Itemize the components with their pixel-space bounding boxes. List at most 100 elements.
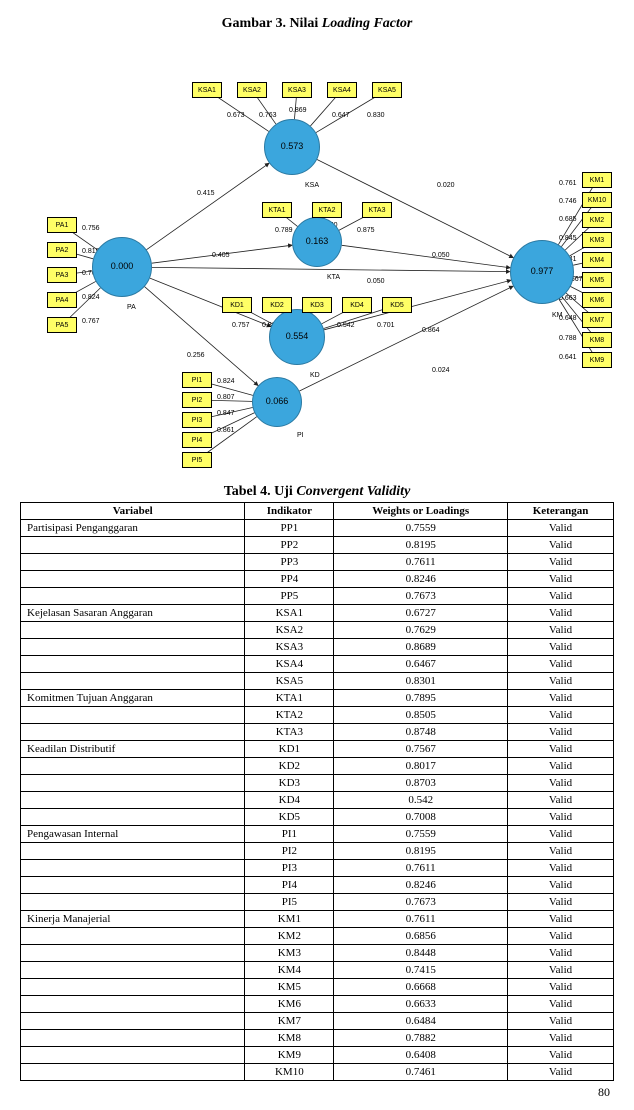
cell-keterangan: Valid bbox=[508, 707, 614, 724]
cell-variabel bbox=[21, 724, 245, 741]
cell-indikator: KM10 bbox=[245, 1064, 334, 1081]
cell-variabel bbox=[21, 639, 245, 656]
cell-loading: 0.7673 bbox=[334, 894, 508, 911]
cell-keterangan: Valid bbox=[508, 741, 614, 758]
cell-keterangan: Valid bbox=[508, 962, 614, 979]
indicator-km1: KM1 bbox=[582, 172, 612, 188]
table-row: KD30.8703Valid bbox=[21, 775, 614, 792]
indicator-kd1: KD1 bbox=[222, 297, 252, 313]
indicator-pa1: PA1 bbox=[47, 217, 77, 233]
cell-keterangan: Valid bbox=[508, 639, 614, 656]
cell-loading: 0.8301 bbox=[334, 673, 508, 690]
latent-kta: 0.163 bbox=[292, 217, 342, 267]
indicator-kta1: KTA1 bbox=[262, 202, 292, 218]
cell-variabel: Keadilan Distributif bbox=[21, 741, 245, 758]
table-row: PI30.7611Valid bbox=[21, 860, 614, 877]
indicator-km9: KM9 bbox=[582, 352, 612, 368]
table-row: Pengawasan InternalPI10.7559Valid bbox=[21, 826, 614, 843]
loading-label: 0.701 bbox=[377, 322, 395, 329]
cell-loading: 0.8689 bbox=[334, 639, 508, 656]
figure-title-prefix: Gambar 3. Nilai bbox=[222, 16, 322, 31]
cell-indikator: PI4 bbox=[245, 877, 334, 894]
loading-label: 0.542 bbox=[337, 322, 355, 329]
cell-variabel bbox=[21, 928, 245, 945]
page-number: 80 bbox=[20, 1085, 614, 1100]
cell-keterangan: Valid bbox=[508, 537, 614, 554]
cell-variabel bbox=[21, 962, 245, 979]
indicator-ksa3: KSA3 bbox=[282, 82, 312, 98]
cell-loading: 0.7415 bbox=[334, 962, 508, 979]
loading-label: 0.767 bbox=[82, 318, 100, 325]
cell-indikator: PI1 bbox=[245, 826, 334, 843]
cell-keterangan: Valid bbox=[508, 588, 614, 605]
loading-label: 0.845 bbox=[559, 235, 577, 242]
cell-loading: 0.8246 bbox=[334, 877, 508, 894]
cell-keterangan: Valid bbox=[508, 520, 614, 537]
indicator-pi2: PI2 bbox=[182, 392, 212, 408]
cell-loading: 0.6467 bbox=[334, 656, 508, 673]
loading-label: 0.807 bbox=[217, 394, 235, 401]
indicator-km3: KM3 bbox=[582, 232, 612, 248]
cell-indikator: KSA4 bbox=[245, 656, 334, 673]
path-coefficient-label: 0.020 bbox=[437, 182, 455, 189]
table-title-italic: Convergent Validity bbox=[296, 484, 410, 499]
table-header-row: Variabel Indikator Weights or Loadings K… bbox=[21, 503, 614, 520]
cell-indikator: KM4 bbox=[245, 962, 334, 979]
indicator-kta3: KTA3 bbox=[362, 202, 392, 218]
cell-keterangan: Valid bbox=[508, 877, 614, 894]
figure-title-italic: Loading Factor bbox=[322, 16, 413, 31]
cell-loading: 0.6727 bbox=[334, 605, 508, 622]
indicator-pi1: PI1 bbox=[182, 372, 212, 388]
cell-keterangan: Valid bbox=[508, 571, 614, 588]
cell-variabel: Pengawasan Internal bbox=[21, 826, 245, 843]
cell-keterangan: Valid bbox=[508, 724, 614, 741]
cell-variabel bbox=[21, 996, 245, 1013]
indicator-km6: KM6 bbox=[582, 292, 612, 308]
cell-keterangan: Valid bbox=[508, 605, 614, 622]
table-row: KD50.7008Valid bbox=[21, 809, 614, 826]
cell-variabel bbox=[21, 656, 245, 673]
indicator-kd5: KD5 bbox=[382, 297, 412, 313]
table-row: Partisipasi PenganggaranPP10.7559Valid bbox=[21, 520, 614, 537]
cell-loading: 0.542 bbox=[334, 792, 508, 809]
table-row: KM30.8448Valid bbox=[21, 945, 614, 962]
cell-keterangan: Valid bbox=[508, 792, 614, 809]
cell-loading: 0.7559 bbox=[334, 520, 508, 537]
cell-loading: 0.7611 bbox=[334, 911, 508, 928]
th-variabel: Variabel bbox=[21, 503, 245, 520]
cell-loading: 0.7559 bbox=[334, 826, 508, 843]
indicator-pa5: PA5 bbox=[47, 317, 77, 333]
indicator-pa2: PA2 bbox=[47, 242, 77, 258]
path-coefficient-label: 0.024 bbox=[432, 367, 450, 374]
cell-indikator: KSA5 bbox=[245, 673, 334, 690]
indicator-pi5: PI5 bbox=[182, 452, 212, 468]
cell-indikator: KSA3 bbox=[245, 639, 334, 656]
table-row: KM20.6856Valid bbox=[21, 928, 614, 945]
loading-label: 0.824 bbox=[82, 294, 100, 301]
cell-variabel bbox=[21, 877, 245, 894]
table-row: Keadilan DistributifKD10.7567Valid bbox=[21, 741, 614, 758]
cell-variabel bbox=[21, 1030, 245, 1047]
path-coefficient-label: 0.050 bbox=[432, 252, 450, 259]
cell-variabel bbox=[21, 843, 245, 860]
cell-loading: 0.7461 bbox=[334, 1064, 508, 1081]
loading-label: 0.869 bbox=[289, 107, 307, 114]
indicator-km7: KM7 bbox=[582, 312, 612, 328]
latent-pa: 0.000 bbox=[92, 237, 152, 297]
cell-variabel bbox=[21, 979, 245, 996]
cell-variabel bbox=[21, 758, 245, 775]
cell-loading: 0.6856 bbox=[334, 928, 508, 945]
cell-indikator: PI3 bbox=[245, 860, 334, 877]
cell-indikator: KM6 bbox=[245, 996, 334, 1013]
cell-indikator: PP3 bbox=[245, 554, 334, 571]
cell-loading: 0.8703 bbox=[334, 775, 508, 792]
loading-label: 0.763 bbox=[259, 112, 277, 119]
cell-loading: 0.8195 bbox=[334, 843, 508, 860]
loading-label: 0.788 bbox=[559, 335, 577, 342]
cell-loading: 0.8748 bbox=[334, 724, 508, 741]
indicator-ksa4: KSA4 bbox=[327, 82, 357, 98]
table-row: KSA20.7629Valid bbox=[21, 622, 614, 639]
cell-variabel bbox=[21, 1047, 245, 1064]
cell-indikator: KM7 bbox=[245, 1013, 334, 1030]
loading-label: 0.673 bbox=[227, 112, 245, 119]
